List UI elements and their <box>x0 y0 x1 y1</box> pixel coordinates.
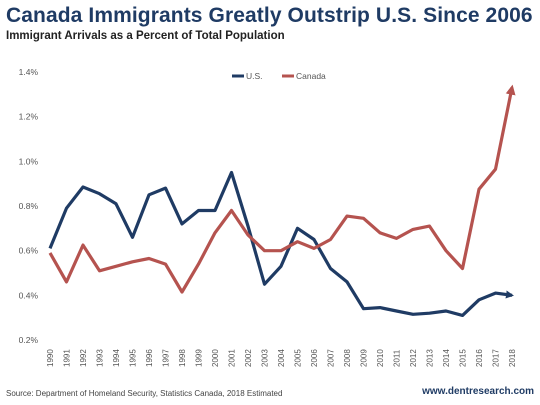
x-tick-label: 2010 <box>376 349 385 367</box>
source-note: Source: Department of Homeland Security,… <box>6 389 283 398</box>
x-tick-label: 1998 <box>178 349 187 367</box>
x-tick-label: 2006 <box>310 349 319 367</box>
x-tick-label: 2016 <box>475 349 484 367</box>
series-line-canada <box>48 84 516 294</box>
x-tick-label: 2011 <box>393 349 402 367</box>
series-lines <box>48 84 516 317</box>
x-tick-label: 2012 <box>409 349 418 367</box>
x-tick-label: 2014 <box>442 349 451 367</box>
legend-label-canada: Canada <box>296 71 326 81</box>
x-tick-label: 2001 <box>228 349 237 367</box>
x-tick-label: 2004 <box>277 349 286 367</box>
x-tick-label: 2008 <box>343 349 352 367</box>
y-tick-label: 1.4% <box>19 67 39 77</box>
x-axis-ticks: 1990 1991 1992 1993 1994 1995 1996 1997 1998 1999… <box>46 349 517 367</box>
website-link[interactable]: www.dentresearch.com <box>422 386 534 397</box>
x-tick-label: 2018 <box>508 349 517 367</box>
y-tick-label: 1.2% <box>19 112 39 122</box>
x-tick-label: 2005 <box>294 349 303 367</box>
x-tick-label: 1992 <box>79 349 88 367</box>
x-tick-label: 1996 <box>145 349 154 367</box>
x-tick-label: 1999 <box>195 349 204 367</box>
x-tick-label: 2017 <box>492 349 501 367</box>
y-tick-label: 1.0% <box>19 156 39 166</box>
x-tick-label: 2015 <box>459 349 468 367</box>
y-tick-label: 0.6% <box>19 246 39 256</box>
x-tick-label: 2009 <box>360 349 369 367</box>
legend-label-us: U.S. <box>246 71 263 81</box>
y-tick-label: 0.4% <box>19 290 39 300</box>
x-tick-label: 1991 <box>63 349 72 367</box>
chart-title: Canada Immigrants Greatly Outstrip U.S. … <box>6 4 533 27</box>
x-tick-label: 2013 <box>426 349 435 367</box>
x-tick-label: 2003 <box>261 349 270 367</box>
x-tick-label: 2000 <box>211 349 220 367</box>
y-axis-ticks: 0.2% 0.4% 0.6% 0.8% 1.0% 1.2% 1.4% <box>19 67 39 345</box>
x-tick-label: 1994 <box>112 349 121 367</box>
x-tick-label: 1990 <box>46 349 55 367</box>
x-tick-label: 1993 <box>96 349 105 367</box>
series-line-us <box>48 170 514 317</box>
x-tick-label: 1997 <box>162 349 171 367</box>
y-tick-label: 0.8% <box>19 201 39 211</box>
x-tick-label: 2002 <box>244 349 253 367</box>
x-tick-label: 2007 <box>327 349 336 367</box>
chart-subtitle: Immigrant Arrivals as a Percent of Total… <box>6 30 285 42</box>
y-tick-label: 0.2% <box>19 335 39 345</box>
x-tick-label: 1995 <box>129 349 138 367</box>
chart-legend: U.S. Canada <box>232 71 326 81</box>
